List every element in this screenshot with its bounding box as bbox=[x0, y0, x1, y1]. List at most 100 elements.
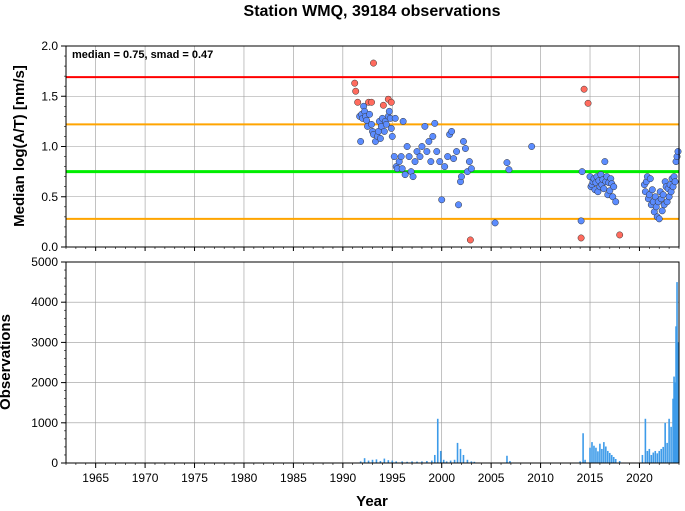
x-tick-label: 2005 bbox=[478, 471, 505, 485]
x-tick-label: 1985 bbox=[280, 471, 307, 485]
observation-bar bbox=[652, 452, 655, 463]
bottom-plot-frame bbox=[65, 261, 680, 464]
scatter-point bbox=[368, 98, 375, 106]
scatter-point bbox=[448, 127, 456, 135]
top-y-tick-label: 1.5 bbox=[41, 89, 58, 103]
bottom-grid bbox=[66, 261, 679, 464]
observation-bar bbox=[644, 418, 647, 463]
scatter-point bbox=[438, 196, 446, 204]
top-y-axis-label: Median log(A/T) [nm/s] bbox=[11, 65, 28, 227]
observation-bar bbox=[610, 454, 613, 463]
observation-bar bbox=[677, 342, 679, 463]
observation-bar bbox=[608, 452, 611, 463]
scatter-point bbox=[577, 234, 585, 242]
observation-bar bbox=[650, 454, 653, 463]
bottom-y-tick-label: 1000 bbox=[31, 416, 58, 430]
scatter-point bbox=[458, 173, 465, 181]
observation-bar bbox=[506, 455, 508, 463]
scatter-point bbox=[390, 153, 398, 161]
scatter-point bbox=[429, 133, 437, 140]
top-y-ticks: 0.0 0.5 1.0 1.5 2.0 bbox=[41, 39, 66, 254]
top-y-tick-label: 0.5 bbox=[41, 190, 58, 204]
x-tick-label: 2020 bbox=[626, 471, 653, 485]
observation-bar bbox=[589, 447, 591, 463]
scatter-point bbox=[413, 148, 421, 155]
scatter-point bbox=[577, 217, 585, 225]
scatter-point bbox=[674, 148, 682, 155]
observation-bar bbox=[375, 459, 378, 463]
scatter-point bbox=[601, 158, 609, 166]
scatter-point bbox=[416, 153, 424, 161]
observation-bar bbox=[421, 461, 423, 463]
observation-bar bbox=[591, 442, 593, 463]
scatter-point bbox=[366, 110, 373, 118]
observation-bar bbox=[391, 460, 394, 463]
scatter-point bbox=[368, 120, 375, 128]
scatter-point bbox=[382, 120, 390, 128]
scatter-point bbox=[444, 153, 452, 161]
x-tick-label: 1980 bbox=[231, 471, 258, 485]
observation-bar bbox=[670, 426, 672, 463]
scatter-point bbox=[659, 191, 667, 199]
bottom-y-tick-label: 2000 bbox=[31, 376, 58, 390]
scatter-point bbox=[391, 114, 399, 122]
top-y-tick-label: 1.0 bbox=[41, 140, 58, 154]
scatter-point bbox=[385, 107, 393, 115]
observation-bar bbox=[416, 461, 418, 463]
observation-bar bbox=[449, 460, 452, 463]
observation-bar bbox=[658, 450, 661, 463]
observation-bar bbox=[673, 376, 675, 463]
observation-bar bbox=[664, 422, 666, 463]
scatter-point bbox=[418, 143, 426, 150]
scatter-point bbox=[609, 193, 617, 201]
top-grid bbox=[66, 45, 679, 248]
x-tick-label: 1995 bbox=[379, 471, 406, 485]
observation-bar bbox=[675, 326, 677, 463]
scatter-point bbox=[387, 124, 395, 132]
top-y-tick-label: 0.0 bbox=[41, 240, 58, 254]
observation-bar bbox=[607, 450, 609, 463]
observation-bar bbox=[641, 454, 644, 463]
scatter-point bbox=[357, 138, 365, 145]
observation-bar bbox=[656, 453, 659, 463]
observation-bar bbox=[401, 461, 403, 463]
observation-bar bbox=[406, 461, 408, 463]
scatter-point bbox=[461, 145, 469, 152]
observation-bar bbox=[470, 461, 473, 463]
observation-bar bbox=[509, 460, 511, 463]
scatter-point bbox=[403, 143, 411, 150]
scatter-point bbox=[411, 158, 419, 166]
observation-bar bbox=[662, 446, 664, 463]
bottom-y-axis-label: Observations bbox=[0, 314, 14, 410]
observation-bar bbox=[668, 418, 670, 463]
observation-bar bbox=[582, 433, 584, 463]
scatter-point bbox=[616, 231, 624, 239]
scatter-point bbox=[405, 153, 413, 161]
observation-bar bbox=[359, 461, 362, 463]
observation-bar bbox=[593, 445, 595, 463]
scatter-point bbox=[433, 148, 441, 155]
x-tick-label: 1965 bbox=[82, 471, 109, 485]
observation-bar bbox=[466, 459, 469, 463]
scatter-point bbox=[421, 122, 429, 130]
x-axis-label: Year bbox=[356, 493, 388, 510]
x-tick-label: 1970 bbox=[132, 471, 159, 485]
bottom-y-tick-label: 5000 bbox=[31, 255, 58, 269]
observation-bar bbox=[603, 442, 605, 463]
scatter-point bbox=[466, 236, 474, 244]
scatter-point bbox=[580, 85, 588, 93]
scatter-points bbox=[351, 59, 682, 244]
scatter-point bbox=[491, 219, 499, 227]
scatter-point bbox=[401, 171, 409, 179]
scatter-point bbox=[399, 117, 407, 125]
scatter-point bbox=[450, 155, 458, 163]
scatter-point bbox=[610, 183, 618, 191]
observation-bar bbox=[605, 446, 607, 463]
observation-bar bbox=[595, 447, 597, 463]
scatter-point bbox=[387, 98, 395, 106]
scatter-point bbox=[380, 127, 388, 135]
observation-bar bbox=[660, 448, 663, 463]
observation-bar bbox=[411, 461, 413, 463]
x-tick-label: 2000 bbox=[428, 471, 455, 485]
